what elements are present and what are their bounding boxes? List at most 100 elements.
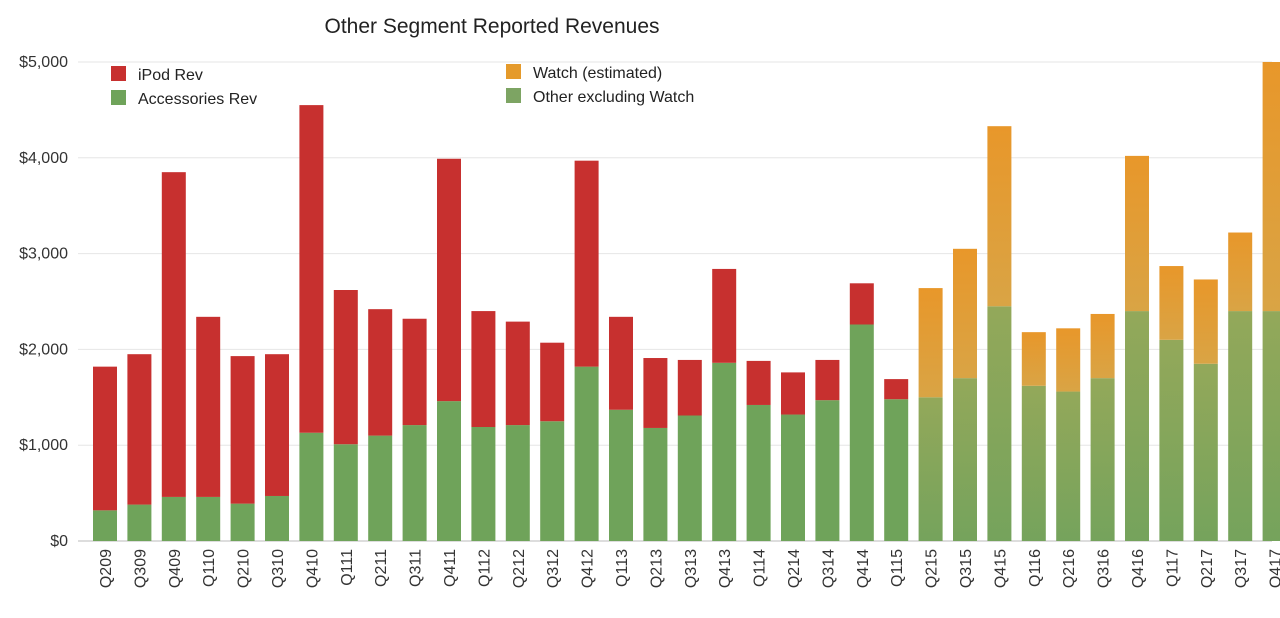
bar-ipod-rev	[265, 354, 289, 496]
bar-accessories-rev	[299, 432, 324, 541]
bar-accessories-rev	[127, 504, 152, 541]
x-tick-label: Q317	[1233, 549, 1250, 588]
x-tick-label: Q213	[648, 549, 665, 588]
bar-accessories-rev	[540, 421, 565, 541]
x-tick-label: Q414	[855, 549, 872, 588]
x-tick-label: Q115	[889, 549, 906, 587]
bar-watch-estimated	[1090, 313, 1115, 379]
x-tick-label: Q210	[236, 549, 253, 588]
bar-ipod-rev	[333, 290, 358, 445]
x-axis: Q209 Q309 Q409 Q110 Q210 Q310 Q410 Q111 Q211 Q311…	[98, 549, 1280, 588]
bar-other-excluding-watch	[1228, 311, 1253, 541]
x-tick-label: Q216	[1061, 549, 1078, 588]
bar-accessories-rev	[402, 425, 427, 541]
x-tick-label: Q209	[98, 549, 115, 588]
x-tick-label: Q113	[614, 549, 631, 587]
bar-watch-estimated	[1228, 232, 1253, 312]
bar-watch-estimated	[987, 126, 1012, 307]
bar-ipod-rev	[677, 359, 702, 416]
bar-watch-estimated	[918, 288, 943, 398]
bar-accessories-rev	[712, 362, 737, 541]
x-tick-label: Q417	[1268, 549, 1280, 588]
bar-ipod-rev	[781, 372, 805, 415]
bar-other-excluding-watch	[953, 378, 977, 541]
x-tick-label: Q411	[442, 549, 459, 587]
bar-other-excluding-watch	[1090, 378, 1115, 541]
x-tick-label: Q110	[201, 549, 218, 587]
bar-accessories-rev	[643, 427, 668, 541]
x-tick-label: Q311	[408, 549, 425, 587]
bar-accessories-rev	[746, 404, 771, 541]
bar-ipod-rev	[746, 360, 771, 405]
bar-ipod-rev	[815, 359, 840, 401]
bar-ipod-rev	[849, 283, 874, 325]
bar-accessories-rev	[437, 401, 461, 541]
bar-accessories-rev	[609, 409, 633, 541]
x-tick-label: Q410	[304, 549, 321, 588]
y-tick-label: $2,000	[19, 341, 68, 358]
legend-label: Other excluding Watch	[533, 89, 694, 106]
bar-other-excluding-watch	[1125, 311, 1149, 541]
y-tick-label: $0	[50, 533, 68, 550]
bar-accessories-rev	[161, 496, 186, 541]
y-tick-label: $3,000	[19, 246, 68, 263]
y-tick-label: $1,000	[19, 437, 68, 454]
x-tick-label: Q309	[132, 549, 149, 588]
x-tick-label: Q214	[786, 549, 803, 588]
bar-ipod-rev	[230, 356, 255, 504]
bar-ipod-rev	[505, 321, 530, 426]
bar-accessories-rev	[368, 435, 393, 541]
bar-watch-estimated	[1159, 266, 1184, 340]
legend-swatch	[111, 90, 126, 105]
x-tick-label: Q316	[1096, 549, 1113, 588]
legend-label: iPod Rev	[138, 67, 203, 84]
bar-ipod-rev	[574, 160, 599, 367]
x-tick-label: Q412	[580, 549, 597, 588]
legend-label: Accessories Rev	[138, 91, 257, 108]
x-tick-label: Q111	[339, 549, 356, 586]
x-tick-label: Q310	[270, 549, 287, 588]
x-tick-label: Q217	[1199, 549, 1216, 588]
bar-other-excluding-watch	[1056, 391, 1081, 541]
bar-ipod-rev	[609, 316, 633, 410]
y-tick-label: $4,000	[19, 150, 68, 167]
bar-other-excluding-watch	[1021, 385, 1046, 541]
bar-other-excluding-watch	[1193, 363, 1218, 541]
bar-accessories-rev	[574, 366, 599, 541]
bar-ipod-rev	[196, 316, 221, 497]
bar-watch-estimated	[1125, 155, 1149, 312]
bar-accessories-rev	[815, 400, 840, 541]
x-tick-label: Q415	[992, 549, 1009, 588]
bar-ipod-rev	[161, 172, 186, 497]
x-tick-label: Q312	[545, 549, 562, 588]
bar-accessories-rev	[333, 444, 358, 541]
legend-label: Watch (estimated)	[533, 65, 662, 82]
x-tick-label: Q112	[476, 549, 493, 587]
x-tick-label: Q313	[683, 549, 700, 588]
bar-accessories-rev	[505, 425, 530, 541]
y-axis: $0 $1,000 $2,000 $3,000 $4,000 $5,000	[19, 54, 68, 550]
bar-ipod-rev	[884, 379, 909, 400]
bar-accessories-rev	[781, 414, 805, 541]
x-tick-label: Q413	[717, 549, 734, 588]
bar-accessories-rev	[230, 503, 255, 541]
bar-watch-estimated	[1262, 62, 1280, 312]
x-tick-label: Q211	[373, 549, 390, 587]
y-tick-label: $5,000	[19, 54, 68, 71]
bar-accessories-rev	[849, 324, 874, 541]
bar-other-excluding-watch	[987, 306, 1012, 541]
bar-watch-estimated	[1021, 332, 1046, 386]
bar-watch-estimated	[1193, 279, 1218, 364]
bar-other-excluding-watch	[918, 397, 943, 541]
bar-accessories-rev	[884, 399, 909, 541]
bar-ipod-rev	[402, 318, 427, 426]
legend: iPod Rev Accessories Rev Watch (estimated)…	[111, 64, 694, 108]
x-tick-label: Q117	[1164, 549, 1181, 587]
bar-watch-estimated	[1056, 328, 1081, 392]
bar-accessories-rev	[471, 426, 496, 541]
legend-swatch	[506, 88, 521, 103]
bar-ipod-rev	[712, 268, 737, 363]
bar-accessories-rev	[196, 496, 221, 541]
x-tick-label: Q315	[958, 549, 975, 588]
